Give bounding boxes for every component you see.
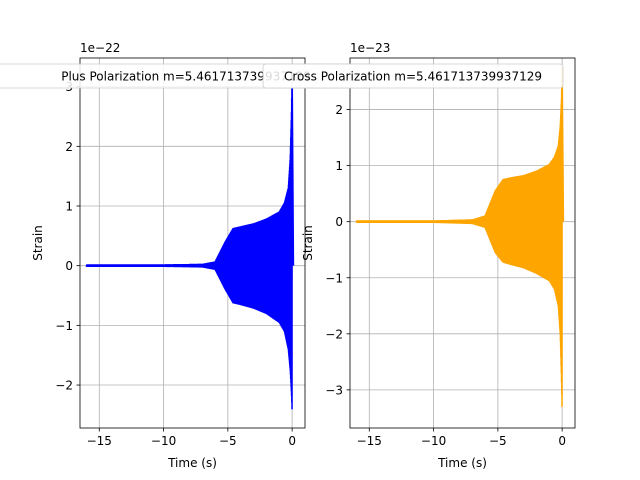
y-axis-offset-text: 1e−22 (80, 41, 120, 55)
y-tick-label: 1 (65, 200, 73, 214)
y-tick-label: 0 (65, 259, 73, 273)
y-axis-label: Strain (301, 225, 315, 261)
x-tick-label: −15 (87, 434, 112, 448)
y-axis-ticks: −3 −2 −1 0 1 2 (325, 103, 350, 397)
x-tick-label: −15 (357, 434, 382, 448)
x-axis-ticks: −15 −10 −5 0 (87, 428, 296, 448)
y-tick-label: −3 (325, 383, 343, 397)
series-lines (85, 67, 295, 410)
series-lines (355, 66, 565, 408)
y-axis-offset-text: 1e−23 (350, 41, 390, 55)
y-axis-ticks: −2−10123 (55, 80, 80, 393)
x-tick-label: −5 (489, 434, 507, 448)
legend-entry: Cross Polarization m=5.461713739937129 (284, 70, 542, 84)
x-axis-label: Time (s) (437, 456, 487, 470)
y-tick-label: 1 (335, 159, 343, 173)
y-tick-label: −2 (55, 379, 73, 393)
y-tick-label: 0 (335, 215, 343, 229)
axes-frame (349, 57, 576, 429)
series-line (85, 67, 295, 410)
y-tick-label: −1 (325, 271, 343, 285)
x-axis-ticks: −15 −10 −5 0 (357, 428, 566, 448)
y-tick-label: 2 (65, 140, 73, 154)
series-line (355, 66, 565, 408)
y-tick-label: −1 (55, 319, 73, 333)
x-tick-label: 0 (288, 434, 296, 448)
legend-cross-polarization: Cross Polarization m=5.461713739937129 (262, 63, 564, 89)
legend-box (262, 63, 564, 89)
y-axis-label: Strain (31, 225, 45, 261)
x-axis-label: Time (s) (167, 456, 217, 470)
y-tick-label: −2 (325, 327, 343, 341)
x-tick-label: −10 (151, 434, 176, 448)
x-tick-label: −10 (421, 434, 446, 448)
x-tick-label: −5 (219, 434, 237, 448)
x-tick-label: 0 (558, 434, 566, 448)
axes-frame (79, 57, 306, 429)
legend-entry: Plus Polarization m=5.461713739937129 (61, 70, 311, 84)
y-tick-label: 2 (335, 103, 343, 117)
